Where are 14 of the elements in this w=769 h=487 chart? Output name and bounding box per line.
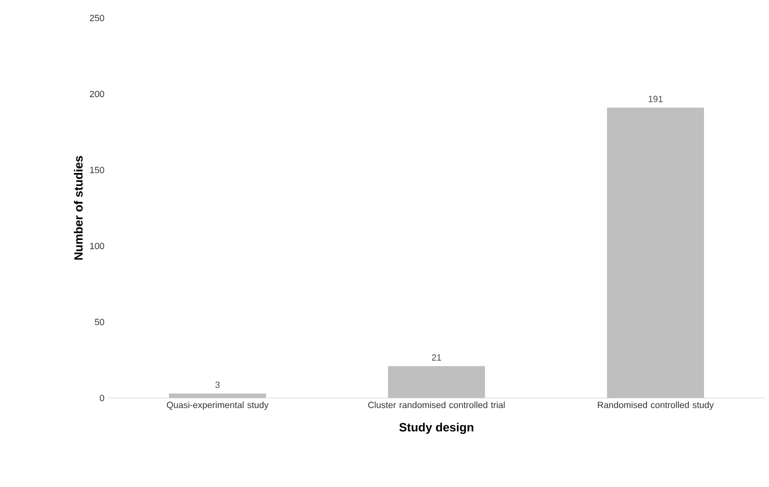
y-axis-title: Number of studies [74, 156, 83, 260]
x-tick-label: Cluster randomised controlled trial [368, 402, 505, 408]
x-tick-label: Randomised controlled study [598, 402, 714, 410]
data-label: 191 [648, 96, 663, 102]
x-tick-label: Quasi-experimental study [166, 402, 269, 410]
y-tick-label: 50 [94, 318, 104, 326]
x-axis-title: Study design [399, 422, 474, 434]
data-label: 21 [432, 354, 442, 361]
y-tick-label: 100 [90, 242, 104, 250]
y-tick-label: 150 [90, 166, 104, 174]
data-label: 3 [215, 382, 220, 388]
y-tick-label: 0 [100, 394, 104, 402]
y-tick-label: 250 [90, 14, 104, 22]
y-tick-label: 200 [90, 90, 104, 98]
